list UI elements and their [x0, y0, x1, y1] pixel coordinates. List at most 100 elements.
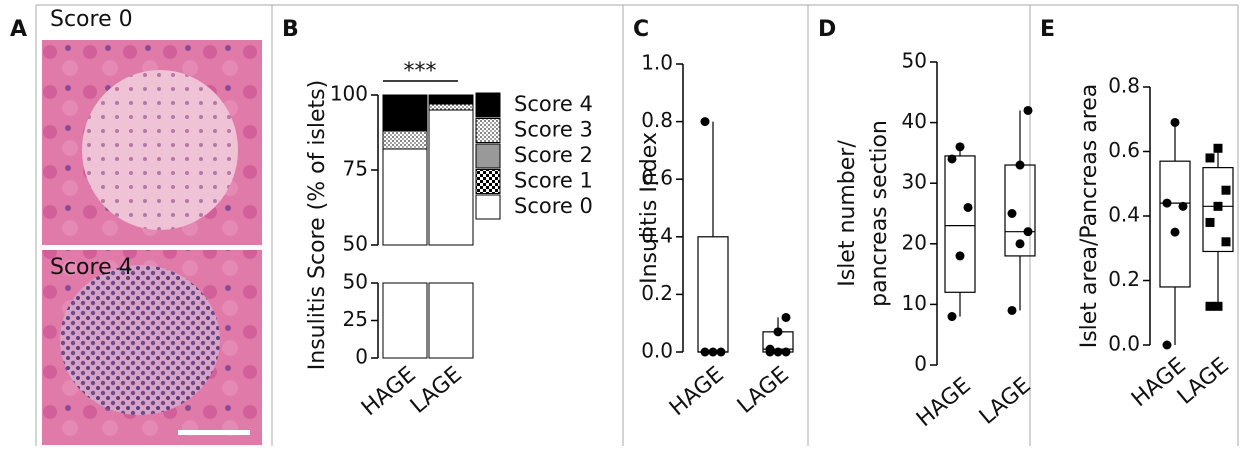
y-axis-label: Insulitis Index [637, 132, 662, 284]
panel-frame [35, 4, 1239, 446]
y-tick-label: 20 [902, 230, 927, 254]
data-point [1170, 227, 1180, 237]
data-point [1205, 153, 1215, 163]
x-tick-label: HAGE [912, 373, 976, 432]
data-point [1213, 201, 1223, 211]
y-axis-label: Islet area/Pancreas area [1077, 84, 1102, 349]
x-tick-label: LAGE [975, 373, 1036, 430]
legend-label: Score 0 [514, 194, 593, 218]
data-point [781, 347, 791, 357]
legend-label: Score 2 [514, 143, 593, 167]
data-point [1162, 340, 1172, 350]
data-point [716, 347, 726, 357]
image-label: Score 4 [50, 255, 133, 280]
x-tick-label: HAGE [665, 362, 729, 421]
data-point [700, 117, 710, 127]
y-tick-label: 40 [902, 109, 927, 133]
data-point [1205, 217, 1215, 227]
data-point [947, 154, 957, 164]
histology-panel: A Score 0 Score 4 [10, 7, 262, 445]
data-point [765, 344, 775, 354]
y-tick-label: 0.2 [641, 281, 673, 305]
islet [60, 265, 220, 415]
data-point [1205, 301, 1215, 311]
panel-letter: C [633, 17, 649, 42]
box [1202, 167, 1234, 253]
legend-swatch [475, 169, 501, 194]
data-point [1221, 237, 1231, 247]
legend-label: Score 1 [514, 169, 593, 193]
data-point [708, 347, 718, 357]
data-point [1007, 305, 1017, 315]
x-tick-label: LAGE [406, 362, 467, 419]
y-tick-label: 1.0 [641, 51, 673, 75]
y-tick-label: 0.6 [1108, 138, 1140, 162]
legend-swatch [475, 194, 501, 220]
x-tick-label: LAGE [733, 362, 794, 419]
y-tick-label: 0.0 [641, 339, 673, 363]
y-axis-label: Islet number/ [835, 140, 860, 287]
data-point [955, 142, 965, 152]
scale-bar [178, 430, 250, 435]
legend-swatch [475, 92, 501, 118]
x-tick-label: HAGE [357, 362, 421, 421]
data-point [773, 347, 783, 357]
y-tick-label: 0.4 [1108, 203, 1140, 227]
legend-swatch [475, 143, 501, 169]
significance-label: *** [404, 59, 437, 84]
data-point [1170, 117, 1180, 127]
data-point [1221, 185, 1231, 195]
data-point [1007, 209, 1017, 218]
panel-letter: D [818, 17, 836, 42]
panel-letter: A [10, 17, 27, 42]
data-point [963, 202, 973, 212]
y-tick-label: 100 [330, 82, 368, 106]
bar-segment [382, 130, 428, 150]
box [944, 155, 976, 293]
data-point [781, 312, 791, 322]
data-point [1213, 301, 1223, 311]
data-point [1178, 201, 1188, 211]
data-point [1213, 143, 1223, 153]
islet [82, 70, 238, 230]
bar-segment [428, 94, 474, 105]
bar-segment [382, 148, 428, 246]
data-point [700, 347, 710, 357]
y-tick-label: 50 [343, 270, 368, 294]
y-tick-label: 0.4 [641, 223, 673, 247]
bar-segment [428, 282, 474, 359]
data-point [1015, 239, 1025, 249]
bar-segment [428, 109, 474, 246]
y-axis-label: Insulitis Score (% of islets) [305, 80, 330, 370]
y-axis-label: pancreas section [867, 120, 892, 307]
legend-label: Score 4 [514, 92, 593, 116]
bar-segment [382, 94, 428, 132]
y-tick-label: 0.6 [641, 166, 673, 190]
y-tick-label: 0 [914, 352, 927, 376]
data-point [1023, 105, 1033, 115]
data-point [1015, 160, 1025, 170]
data-point [773, 327, 783, 337]
y-tick-label: 0.8 [641, 108, 673, 132]
y-tick-label: 50 [343, 232, 368, 256]
y-tick-label: 0.8 [1108, 74, 1140, 98]
data-point [1162, 198, 1172, 208]
y-tick-label: 25 [343, 307, 368, 331]
x-tick-label: LAGE [1173, 353, 1234, 410]
y-tick-label: 10 [902, 291, 927, 315]
data-point [1023, 227, 1033, 237]
y-tick-label: 0.2 [1108, 267, 1140, 291]
data-point [947, 312, 957, 322]
image-label: Score 0 [50, 7, 133, 32]
y-tick-label: 75 [343, 157, 368, 181]
y-tick-label: 0.0 [1108, 332, 1140, 356]
legend-label: Score 3 [514, 118, 593, 142]
y-tick-label: 0 [355, 345, 368, 369]
data-point [955, 251, 965, 261]
y-tick-label: 50 [902, 49, 927, 73]
box [1159, 160, 1191, 288]
panel-letter: E [1040, 17, 1055, 42]
box [697, 236, 729, 353]
legend-swatch [475, 118, 501, 143]
